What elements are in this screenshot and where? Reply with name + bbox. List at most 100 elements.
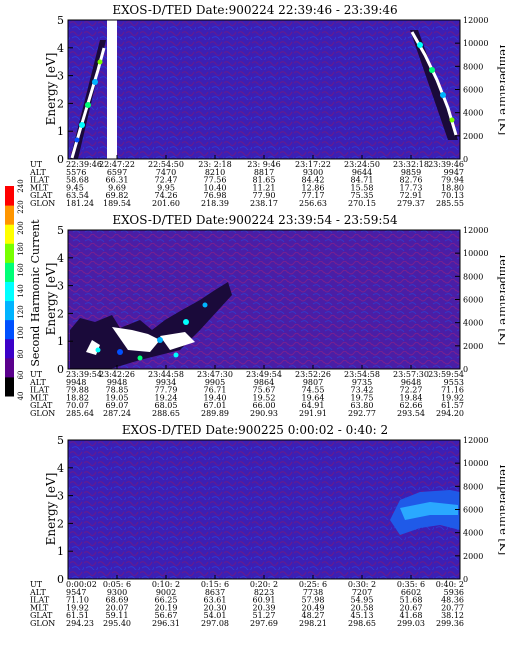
orbit-cell: 295.40 — [103, 619, 131, 628]
colorbar-tick-label: 180 — [17, 242, 25, 255]
orbit-cell: 15.58 — [351, 183, 374, 192]
orbit-cell: 51.68 — [400, 596, 423, 605]
orbit-cell: 79.88 — [66, 386, 89, 395]
y2-tick-label: 10000 — [463, 249, 488, 258]
orbit-cell: 256.63 — [299, 199, 327, 208]
colorbar-swatch — [5, 338, 14, 359]
orbit-cell: 23:44:58 — [148, 370, 184, 379]
colorbar-swatch — [5, 357, 14, 378]
orbit-cell: 71.16 — [441, 386, 464, 395]
y-axis-label: Energy [eV] — [44, 473, 58, 546]
orbit-cell: 289.89 — [201, 409, 229, 418]
orbit-cell: 201.60 — [152, 199, 180, 208]
orbit-cell: 293.54 — [397, 409, 425, 418]
orbit-cell: 299.36 — [436, 619, 464, 628]
orbit-cell: 63.80 — [351, 401, 374, 410]
colorbar-swatch — [5, 281, 14, 302]
orbit-cell: 69.07 — [106, 401, 129, 410]
orbit-cell: 20.07 — [106, 603, 129, 612]
colorbar-tick-label: 140 — [17, 284, 25, 297]
orbit-cell: 287.24 — [103, 409, 131, 418]
orbit-row-label: GLON — [30, 409, 55, 418]
y2-tick-label: 0 — [463, 365, 468, 374]
orbit-cell: 66.00 — [253, 401, 276, 410]
orbit-cell: 48.36 — [441, 596, 464, 605]
y-tick-label: 1 — [57, 545, 64, 558]
orbit-cell: 23: 9:46 — [247, 160, 280, 169]
orbit-cell: 7738 — [303, 588, 323, 597]
orbit-cell: 0:20: 2 — [250, 580, 278, 589]
y2-tick-label: 6000 — [463, 86, 483, 95]
orbit-cell: 0:10: 2 — [152, 580, 180, 589]
orbit-cell: 79.94 — [441, 176, 464, 185]
panel-title: EXOS-D/TED Date:900225 0:00:02 - 0:40: 2 — [122, 423, 388, 437]
orbit-cell: 64.91 — [302, 401, 325, 410]
y2-tick-label: 2000 — [463, 552, 483, 561]
y2-tick-label: 12000 — [463, 436, 488, 445]
y2-tick-label: 0 — [463, 575, 468, 584]
spectrogram-panel-1: EXOS-D/TED Date:900224 22:39:46 - 23:39:… — [29, 3, 505, 208]
orbit-cell: 288.65 — [152, 409, 180, 418]
orbit-cell: 9644 — [352, 168, 372, 177]
y2-axis-label: Temperature [K] — [497, 463, 505, 555]
orbit-cell: 23: 2:18 — [198, 160, 231, 169]
colorbar-swatch — [5, 376, 14, 397]
orbit-cell: 19.92 — [66, 603, 89, 612]
colorbar-tick-label: 120 — [17, 305, 25, 318]
orbit-cell: 19.64 — [302, 393, 325, 402]
orbit-cell: 285.55 — [436, 199, 464, 208]
colorbar-swatch — [5, 186, 14, 206]
orbit-cell: 23:39:54 — [66, 370, 102, 379]
y-tick-label: 3 — [57, 280, 64, 293]
orbit-cell: 9553 — [444, 378, 464, 387]
orbit-cell: 84.42 — [302, 176, 325, 185]
orbit-cell: 9735 — [352, 378, 372, 387]
orbit-cell: 294.23 — [66, 619, 94, 628]
orbit-cell: 54.95 — [351, 596, 374, 605]
orbit-cell: 9300 — [303, 168, 323, 177]
orbit-cell: 73.42 — [351, 386, 374, 395]
orbit-cell: 74.55 — [302, 386, 325, 395]
colorbar-tick-label: 100 — [17, 326, 25, 339]
orbit-row-label: UT — [30, 580, 43, 589]
orbit-cell: 0:35: 6 — [397, 580, 425, 589]
orbit-cell: 299.03 — [397, 619, 425, 628]
colorbar-tick-label: 240 — [17, 179, 25, 192]
orbit-row-label: ALT — [29, 588, 46, 597]
orbit-cell: 189.54 — [103, 199, 131, 208]
orbit-cell: 0:05: 6 — [103, 580, 131, 589]
orbit-cell: 61.57 — [441, 401, 464, 410]
orbit-cell: 9859 — [401, 168, 421, 177]
orbit-cell: 22:54:50 — [148, 160, 184, 169]
orbit-cell: 5936 — [444, 588, 464, 597]
orbit-cell: 11.21 — [253, 183, 276, 192]
orbit-cell: 9948 — [107, 378, 127, 387]
plot-background — [68, 440, 460, 579]
orbit-cell: 0:00:02 — [66, 580, 97, 589]
orbit-cell: 23:42:26 — [99, 370, 135, 379]
y2-tick-label: 10000 — [463, 39, 488, 48]
orbit-cell: 74.26 — [155, 191, 178, 200]
orbit-cell: 297.08 — [201, 619, 229, 628]
orbit-cell: 5576 — [66, 168, 86, 177]
colorbar-swatch — [5, 319, 14, 340]
orbit-cell: 61.51 — [66, 611, 89, 620]
y2-tick-label: 4000 — [463, 319, 483, 328]
spectrogram-panel-3: EXOS-D/TED Date:900225 0:00:02 - 0:40: 2… — [29, 423, 505, 628]
orbit-row-label: GLON — [30, 199, 55, 208]
orbit-cell: 8817 — [254, 168, 274, 177]
orbit-row-label: ALT — [29, 168, 46, 177]
orbit-cell: 9300 — [107, 588, 127, 597]
orbit-cell: 45.13 — [351, 611, 374, 620]
orbit-cell: 9547 — [66, 588, 86, 597]
data-gap — [107, 20, 117, 159]
orbit-row-label: ALT — [29, 378, 46, 387]
orbit-cell: 23:39:46 — [428, 160, 464, 169]
orbit-cell: 10.40 — [204, 183, 227, 192]
orbit-cell: 70.07 — [66, 401, 89, 410]
orbit-cell: 9807 — [303, 378, 323, 387]
orbit-cell: 9002 — [156, 588, 176, 597]
colorbar-tick-label: 80 — [17, 350, 25, 359]
colorbar-swatch — [5, 262, 14, 282]
y-tick-label: 4 — [57, 42, 64, 55]
